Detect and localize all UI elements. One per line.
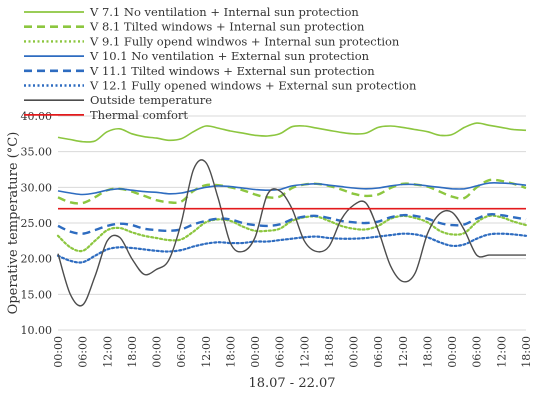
x-tick-label: 06:00 xyxy=(471,336,484,368)
x-axis-title: 18.07 - 22.07 xyxy=(248,376,335,391)
x-tick-label: 18:00 xyxy=(323,336,336,368)
y-tick-label: 10.00 xyxy=(21,324,53,337)
x-tick-label: 18:00 xyxy=(421,336,434,368)
y-tick-label: 35.00 xyxy=(21,146,53,159)
series-line-3 xyxy=(56,214,528,253)
legend-label: V 10.1 No ventilation + External sun pro… xyxy=(89,49,370,63)
x-tick-label: 00:00 xyxy=(446,336,459,368)
x-tick-label: 12:00 xyxy=(101,336,114,368)
series-line-4 xyxy=(57,182,527,196)
legend-label: V 11.1 Tilted windows + External sun pro… xyxy=(89,64,375,78)
x-tick-label: 00:00 xyxy=(348,336,361,368)
x-tick-label: 12:00 xyxy=(298,336,311,368)
y-axis-title: Operative temperature (°C) xyxy=(6,132,21,315)
legend-label: V 7.1 No ventilation + Internal sun prot… xyxy=(89,5,359,19)
y-tick-label: 30.00 xyxy=(21,181,53,194)
legend-label: Outside temperature xyxy=(90,93,212,107)
x-tick-label: 06:00 xyxy=(175,336,188,368)
x-tick-label: 06:00 xyxy=(77,336,90,368)
x-tick-label: 12:00 xyxy=(397,336,410,368)
legend-label: V 12.1 Fully opened windows + External s… xyxy=(89,79,417,93)
series-line-6 xyxy=(56,232,528,264)
x-tick-label: 00:00 xyxy=(52,336,65,368)
x-tick-label: 06:00 xyxy=(274,336,287,368)
legend-label: Thermal comfort xyxy=(90,108,188,122)
y-tick-label: 20.00 xyxy=(21,253,53,266)
x-tick-label: 06:00 xyxy=(372,336,385,368)
y-tick-label: 25.00 xyxy=(21,217,53,230)
x-tick-label: 12:00 xyxy=(495,336,508,368)
y-tick-label: 40.00 xyxy=(21,110,53,123)
x-tick-label: 18:00 xyxy=(224,336,237,368)
y-tick-label: 15.00 xyxy=(21,288,53,301)
series-line-5 xyxy=(57,213,527,235)
x-tick-label: 00:00 xyxy=(151,336,164,368)
legend-label: V 8.1 Tilted windows + Internal sun prot… xyxy=(89,20,365,34)
x-tick-label: 12:00 xyxy=(200,336,213,368)
series-line-1 xyxy=(57,122,527,143)
series-line-2 xyxy=(57,178,527,205)
legend-label: V 9.1 Fully opend windwos + Internal sun… xyxy=(89,34,400,48)
x-tick-label: 18:00 xyxy=(126,336,139,368)
series-line-7 xyxy=(57,159,526,307)
x-tick-label: 18:00 xyxy=(520,336,533,368)
x-tick-label: 00:00 xyxy=(249,336,262,368)
